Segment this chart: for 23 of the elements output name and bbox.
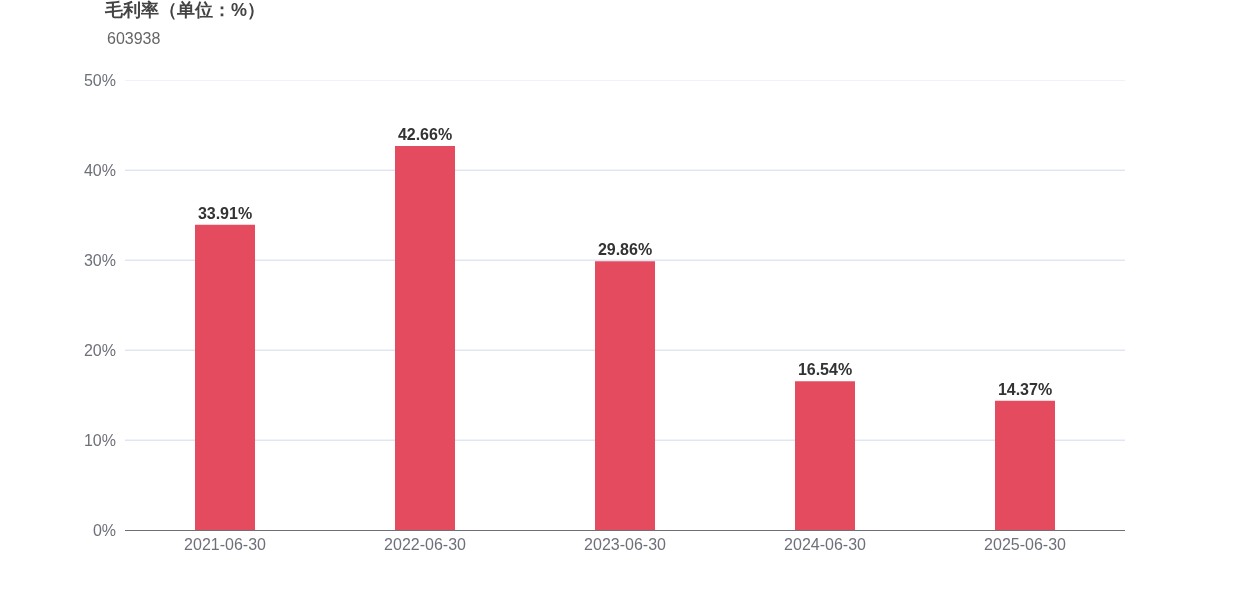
- x-tick-label: 2023-06-30: [584, 536, 667, 554]
- x-tick-label: 2025-06-30: [984, 536, 1067, 554]
- data-label: 16.54%: [797, 361, 853, 379]
- y-tick-label: 50%: [83, 71, 116, 89]
- data-label: 29.86%: [597, 241, 653, 259]
- y-tick-label: 30%: [83, 251, 116, 269]
- chart-subtitle: 603938: [107, 30, 161, 47]
- bar: [595, 261, 655, 530]
- x-tick-label: 2024-06-30: [784, 536, 867, 554]
- bar: [395, 146, 455, 530]
- bar: [995, 400, 1055, 530]
- x-tick-label: 2022-06-30: [384, 536, 467, 554]
- y-tick-label: 10%: [83, 431, 116, 449]
- bar: [195, 224, 255, 530]
- data-label: 33.91%: [197, 204, 253, 222]
- y-tick-label: 0%: [92, 521, 116, 539]
- y-tick-label: 40%: [83, 161, 116, 179]
- y-tick-label: 20%: [83, 341, 116, 359]
- data-label: 42.66%: [397, 126, 453, 144]
- x-tick-label: 2021-06-30: [184, 536, 267, 554]
- chart-title: 毛利率（单位：%）: [104, 0, 266, 20]
- data-label: 14.37%: [997, 380, 1053, 398]
- bar: [795, 381, 855, 530]
